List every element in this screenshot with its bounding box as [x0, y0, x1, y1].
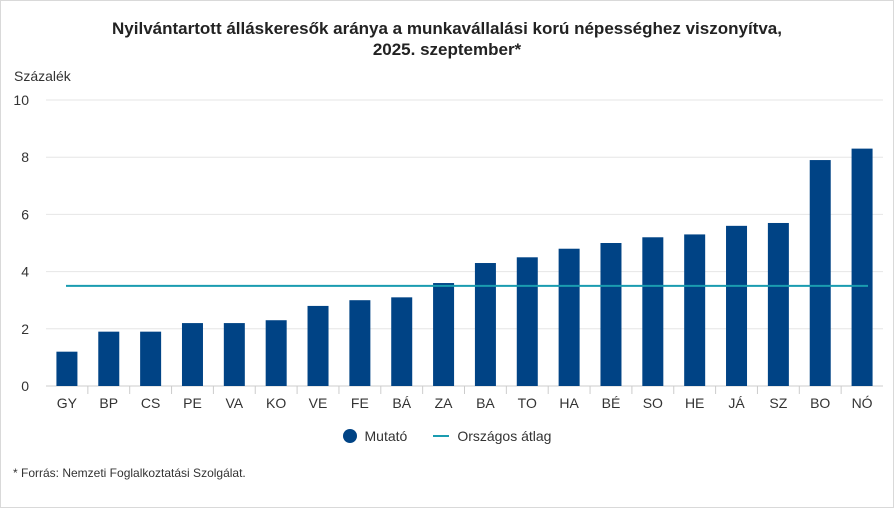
y-tick-label: 10 [13, 92, 29, 108]
bar-VA [223, 323, 245, 386]
legend-item-mutato[interactable]: Mutató [342, 428, 408, 444]
plot-area: 0 2 4 6 8 10 GY BP CS PE VA KO VE FE BÁ ZA BA TO HA BÉ SO HE J… [13, 92, 883, 411]
x-tick-label: PE [183, 395, 202, 411]
bar-FE [349, 300, 371, 386]
y-tick-label: 0 [21, 378, 29, 394]
source-note: * Forrás: Nemzeti Foglalkoztatási Szolgá… [13, 466, 246, 480]
x-tick-label: BP [99, 395, 118, 411]
bar-ZA [433, 283, 455, 386]
x-tick-label: HA [559, 395, 579, 411]
bar-CS [140, 331, 162, 386]
bar-JÁ [726, 225, 748, 386]
x-tick-label: GY [57, 395, 78, 411]
chart-title-line2: 2025. szeptember* [372, 40, 522, 59]
x-tick-label: CS [141, 395, 160, 411]
x-tick-label: ZA [435, 395, 454, 411]
bar-HA [558, 248, 580, 386]
x-tick-label: BA [476, 395, 495, 411]
x-tick-label: NÓ [852, 395, 873, 411]
bar-BÁ [391, 297, 413, 386]
x-tick-label: BÉ [602, 395, 621, 411]
bar-NÓ [851, 148, 873, 386]
x-tick-label: SZ [769, 395, 787, 411]
y-tick-label: 8 [21, 149, 29, 165]
x-tick-label: FE [351, 395, 369, 411]
x-tick-label: VE [309, 395, 328, 411]
chart-title-line1: Nyilvántartott álláskeresők aránya a mun… [112, 19, 782, 38]
legend: Mutató Országos átlag [1, 428, 893, 444]
bar-SO [642, 237, 664, 386]
legend-label-orszagos-atlag: Országos átlag [457, 428, 552, 444]
y-axis-label: Százalék [14, 68, 71, 84]
x-tick-label: KO [266, 395, 286, 411]
x-tick-label: BÁ [392, 395, 411, 411]
legend-line-symbol [433, 435, 450, 437]
y-tick-label: 4 [21, 264, 29, 280]
bar-PE [181, 323, 203, 386]
x-tick-label: SO [643, 395, 663, 411]
bar-HE [684, 234, 706, 386]
bar-BO [809, 160, 831, 386]
x-tick-label: JÁ [728, 395, 745, 411]
x-tick-label: VA [226, 395, 244, 411]
bar-TO [516, 257, 538, 386]
chart-title: Nyilvántartott álláskeresők aránya a mun… [1, 18, 893, 60]
bar-GY [56, 351, 78, 386]
x-tick-label: HE [685, 395, 704, 411]
legend-bar-symbol [342, 429, 357, 443]
bar-BP [98, 331, 120, 386]
bar-VE [307, 305, 329, 386]
legend-item-orszagos-atlag[interactable]: Országos átlag [433, 428, 551, 444]
bar-BA [474, 263, 496, 386]
legend-label-mutato: Mutató [364, 428, 408, 444]
bar-BÉ [600, 243, 622, 386]
bar-SZ [767, 222, 789, 386]
y-tick-label: 6 [21, 206, 29, 222]
x-tick-label: TO [518, 395, 537, 411]
bar-KO [265, 320, 287, 386]
y-tick-label: 2 [21, 321, 29, 337]
x-tick-label: BO [810, 395, 830, 411]
